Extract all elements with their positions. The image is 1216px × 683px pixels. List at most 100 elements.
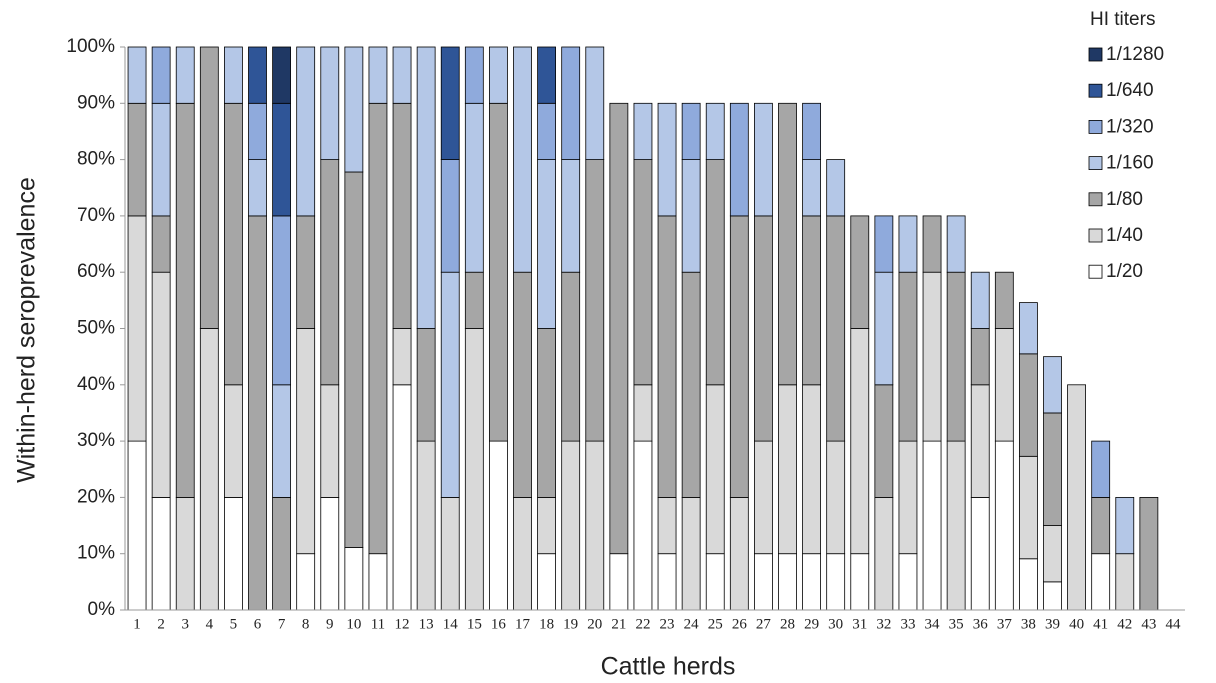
bar-segment [681,102,701,161]
bar-segment [778,553,797,611]
bar-segment [368,102,388,555]
bar-segment [1019,302,1038,355]
bar-segment [657,215,677,498]
bar-segment [778,102,797,386]
x-tick-label: 21 [611,616,626,632]
bar-segment [175,102,195,498]
bar-segment [440,46,460,160]
bar-segment [320,159,340,386]
bar-segment [151,215,171,273]
bar-segment [416,440,436,611]
bar-segment [826,553,846,611]
bar-segment [320,496,340,611]
bar-segment [874,384,894,498]
x-axis-title: Cattle herds [601,653,736,681]
bar-segment [754,553,773,611]
bar-segment [127,46,147,104]
x-tick-label: 16 [491,616,507,632]
y-tick-label: 0% [88,599,116,620]
bar-segment [874,215,894,273]
bar-segment [778,384,797,555]
y-tick-label: 20% [77,486,115,507]
bar-segment [898,271,918,442]
x-tick-label: 29 [804,616,819,632]
x-tick-label: 12 [395,616,410,632]
bar-segment [1115,553,1135,611]
legend-swatch [1088,264,1103,279]
bar-segment [489,46,508,104]
x-tick-label: 3 [181,616,189,632]
bar-segment [392,102,412,329]
x-tick-label: 31 [852,616,867,632]
bar-segment [537,553,556,611]
bar-segment [127,440,147,611]
x-tick-label: 14 [443,616,459,632]
bar-segment [464,102,484,273]
bar-segment [1043,356,1062,414]
legend-label: 1/320 [1106,116,1154,137]
x-tick-label: 17 [515,616,531,632]
bar-segment [561,271,581,442]
x-tick-label: 7 [278,616,286,632]
bar-segment [416,46,436,329]
bar-segment [368,46,388,104]
x-tick-label: 15 [467,616,482,632]
bar-segment [537,102,556,161]
legend-swatch [1088,156,1103,171]
x-tick-label: 40 [1069,616,1084,632]
x-tick-label: 25 [708,616,723,632]
bar-segment [850,328,870,555]
bar-segment [826,215,846,442]
bar-segment [344,46,364,173]
bar-segment [1091,553,1111,611]
bar-segment [272,384,291,498]
bar-segment [609,102,629,555]
bar-segment [224,496,243,611]
bar-segment [826,159,846,217]
bar-segment [513,271,532,498]
bar-segment [633,159,653,386]
x-tick-label: 4 [206,616,214,632]
bar-segment [802,159,821,217]
bar-segment [513,496,532,611]
bar-segment [705,159,725,386]
x-tick-label: 36 [973,616,989,632]
bar-segment [898,553,918,611]
bar-segment [1043,581,1062,611]
y-tick-label: 50% [77,318,115,339]
bar-segment [1091,496,1111,555]
bar-segment [946,271,966,442]
bar-segment [561,440,581,611]
bar-segment [874,496,894,611]
bar-segment [609,553,629,611]
y-tick-label: 70% [77,205,115,226]
bar-segment [729,102,749,217]
x-tick-label: 13 [419,616,434,632]
x-tick-label: 44 [1165,616,1181,632]
bar-segment [946,215,966,273]
x-tick-label: 20 [587,616,602,632]
x-tick-label: 38 [1021,616,1036,632]
x-tick-label: 18 [539,616,554,632]
bar-segment [368,553,388,611]
y-tick-label: 80% [77,149,115,170]
bar-segment [296,328,316,555]
y-tick-label: 30% [77,430,115,451]
bar-segment [440,159,460,273]
bar-segment [802,215,821,386]
x-tick-label: 10 [346,616,361,632]
x-tick-label: 35 [949,616,964,632]
legend-swatch [1088,47,1103,62]
bar-segment [633,384,653,442]
x-tick-label: 22 [635,616,650,632]
bar-segment [994,440,1014,611]
y-tick-label: 60% [77,261,115,282]
bar-segment [1115,496,1135,555]
bar-segment [272,102,291,217]
bar-segment [705,553,725,611]
bar-segment [248,102,267,161]
legend-swatch [1088,120,1103,134]
bar-segment [681,271,701,498]
legend-label: 1/20 [1106,261,1143,282]
x-tick-label: 42 [1117,616,1132,632]
